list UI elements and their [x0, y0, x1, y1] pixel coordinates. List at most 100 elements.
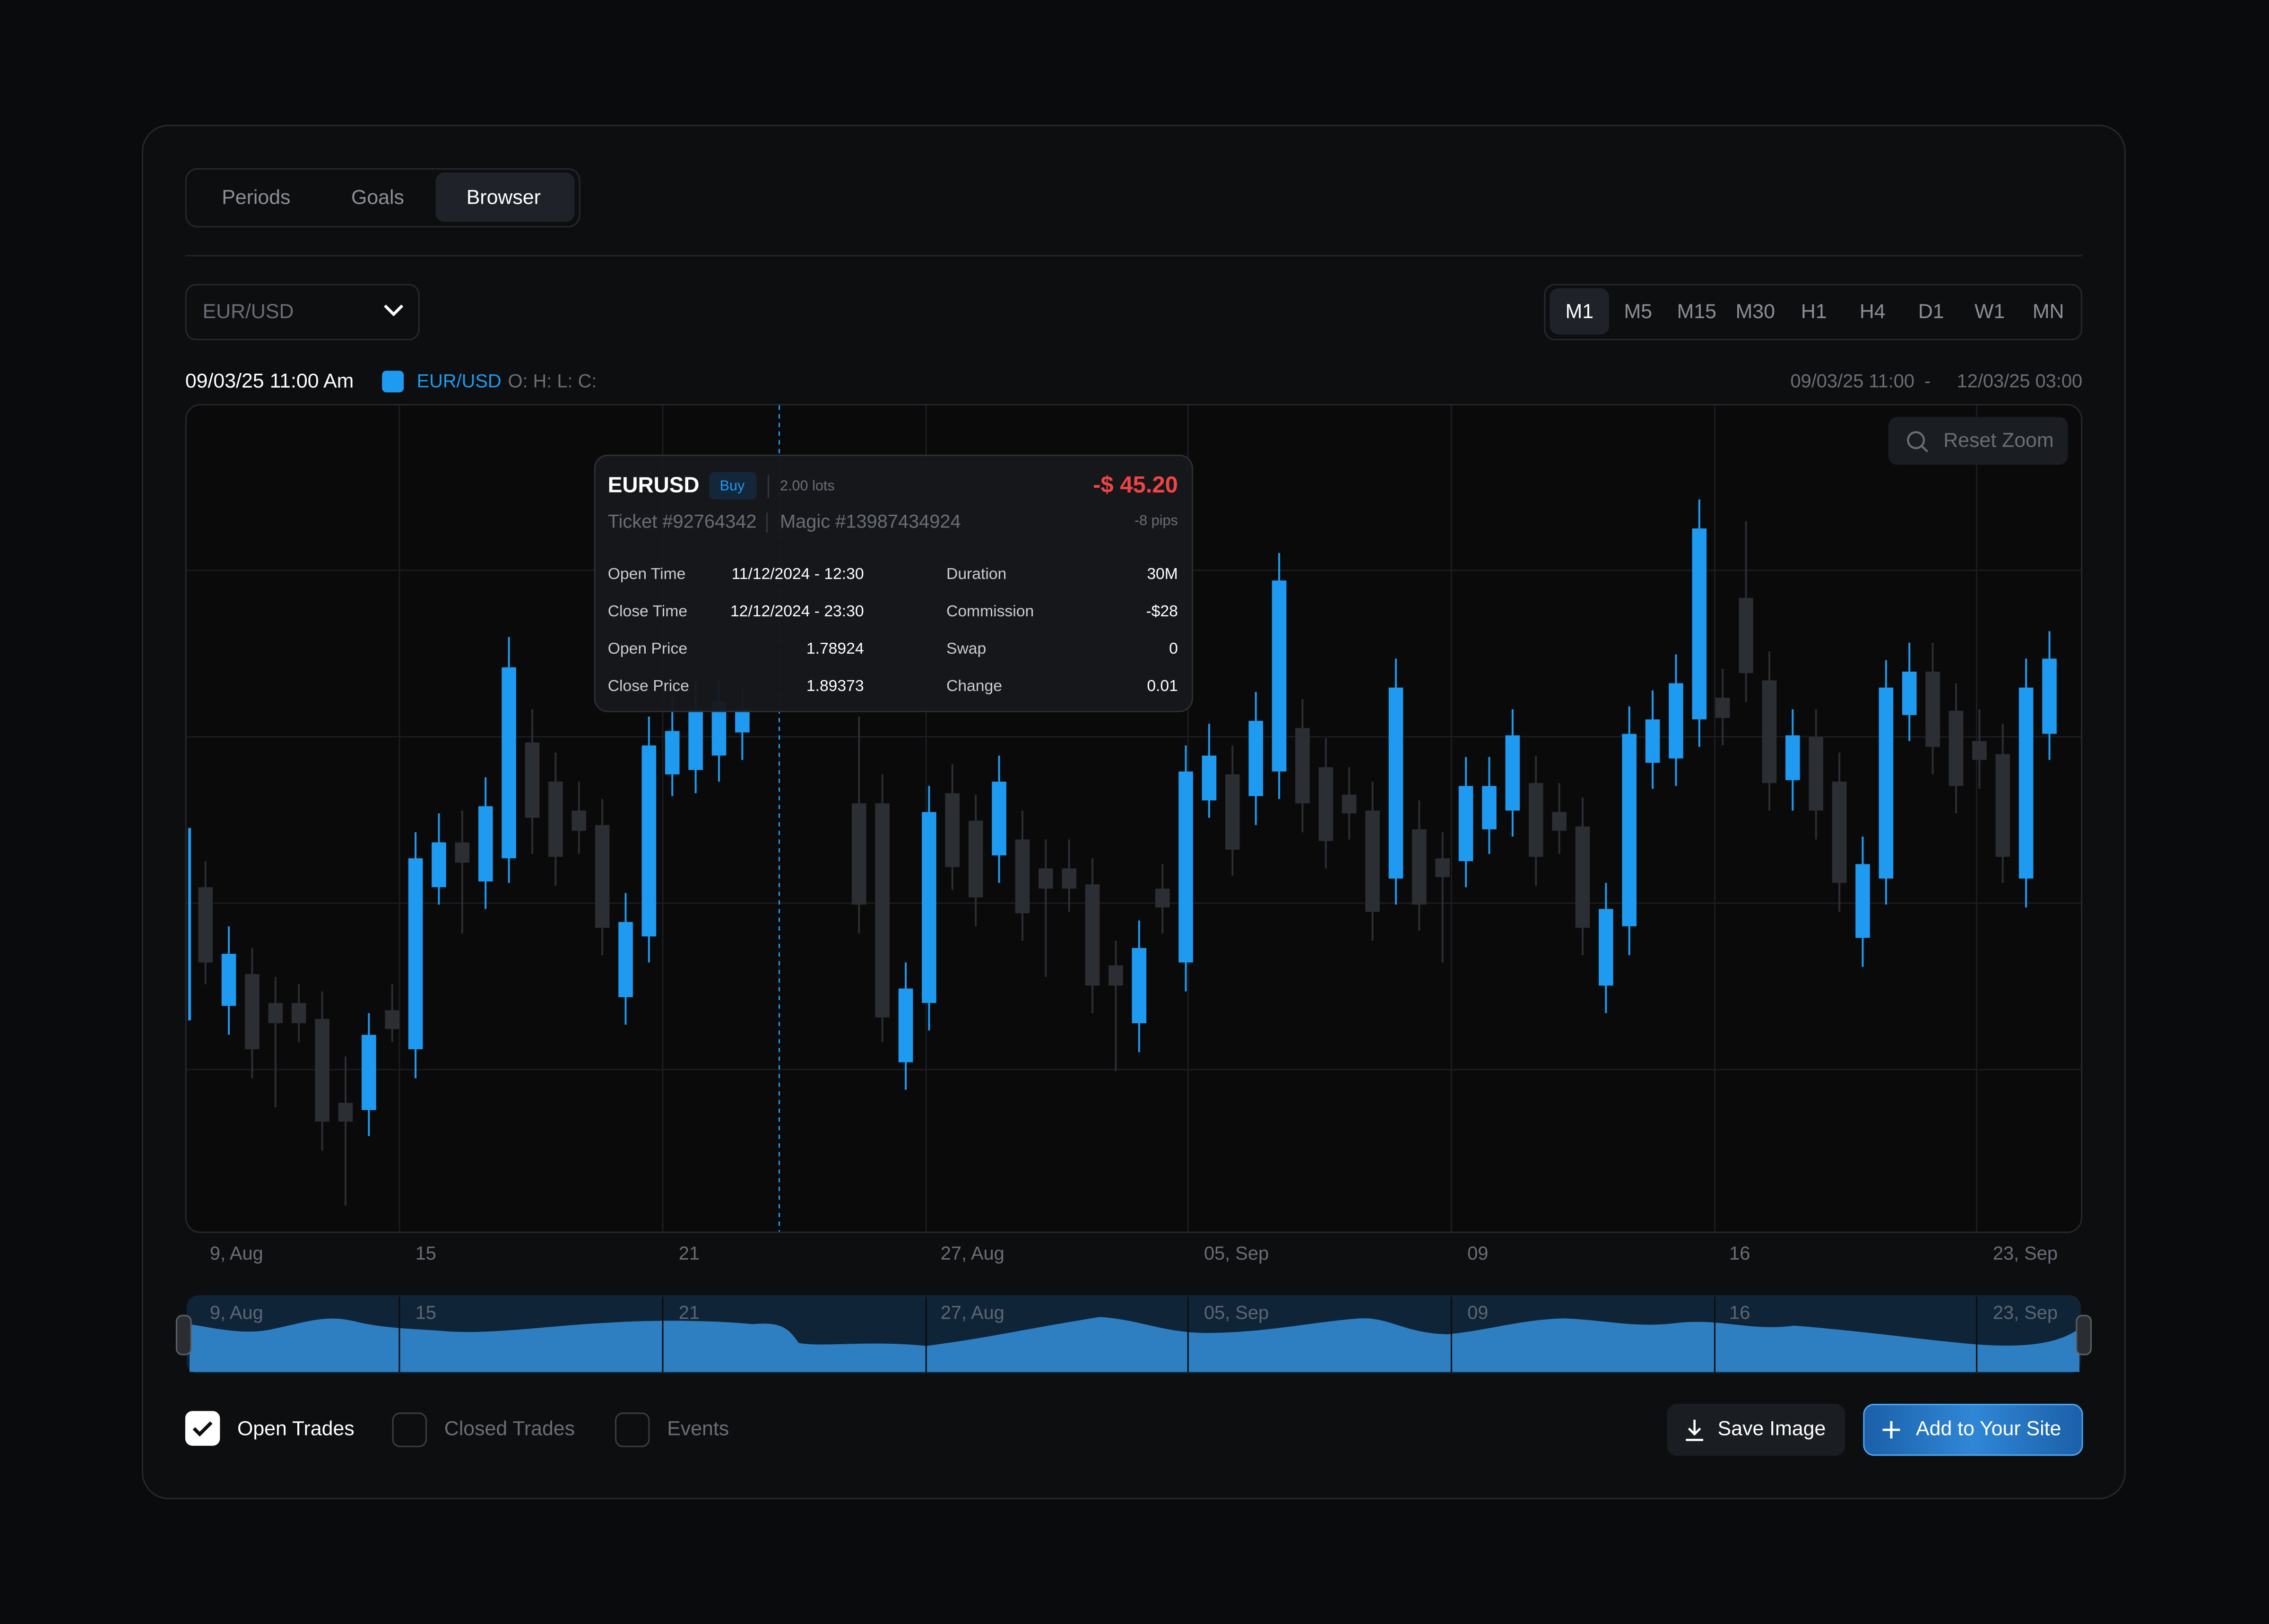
navigator-grid — [398, 1296, 1978, 1372]
navigator-handle[interactable] — [175, 1314, 192, 1356]
candle-body — [1855, 864, 1870, 938]
x-tick-label: 27, Aug — [941, 1243, 1005, 1264]
field-label: Close Price — [608, 677, 689, 695]
candle-body — [1225, 774, 1240, 850]
candle-body — [432, 842, 446, 888]
tooltip-pnl: -$ 45.20 — [1093, 472, 1178, 498]
timeframe[interactable]: H1 — [1801, 300, 1827, 323]
candle-body — [1879, 687, 1894, 879]
range-end: 12/03/25 03:00 — [1957, 371, 2082, 391]
candle-body — [1342, 795, 1357, 814]
candle-body — [1528, 783, 1543, 857]
timeframe[interactable]: H4 — [1860, 300, 1886, 323]
timeframe[interactable]: W1 — [1975, 300, 2005, 323]
candle-body — [1248, 721, 1263, 796]
candle-body — [1015, 839, 1030, 914]
tab[interactable]: Goals — [351, 186, 404, 208]
save-image-button[interactable] — [1667, 1404, 1845, 1456]
reset-zoom-button[interactable] — [1888, 417, 2068, 465]
timeframe[interactable]: M1 — [1566, 300, 1594, 323]
candle-body — [688, 709, 703, 770]
tooltip-side: Buy — [720, 477, 745, 493]
checkbox[interactable] — [392, 1412, 427, 1447]
legend-swatch — [382, 371, 404, 393]
x-tick-label: 16 — [1729, 1243, 1750, 1264]
filter-label: Open Trades — [237, 1417, 355, 1440]
candle-body — [1739, 597, 1753, 674]
candle-body — [992, 781, 1006, 855]
navigator-handle[interactable] — [2076, 1314, 2092, 1356]
legend-symbol: EUR/USD — [417, 371, 502, 391]
candle-body — [245, 974, 260, 1050]
candle-body — [1762, 680, 1777, 783]
tab[interactable]: Periods — [222, 186, 290, 208]
candle-body — [1552, 812, 1567, 831]
timeframe[interactable]: M15 — [1677, 300, 1716, 323]
button-label: Add to Your Site — [1916, 1417, 2061, 1440]
candle-body — [1109, 965, 1123, 986]
candle-body — [268, 1003, 283, 1023]
candle-body — [1202, 755, 1217, 801]
candle-body — [1412, 829, 1427, 905]
x-tick-label: 15 — [416, 1243, 436, 1264]
symbol-select[interactable] — [185, 284, 420, 341]
candle-body — [1622, 734, 1637, 926]
add-to-site-button[interactable] — [1863, 1404, 2083, 1456]
navigator-label: 9, Aug — [210, 1303, 263, 1323]
candle-body — [1038, 868, 1053, 889]
range-separator: - — [1924, 371, 1931, 391]
candle-body — [2042, 658, 2057, 734]
candle-body — [525, 743, 540, 818]
candle-body — [1318, 767, 1334, 841]
trade-tooltip — [594, 454, 1193, 712]
field-value: 0.01 — [1147, 677, 1178, 695]
candle-body — [1949, 710, 1964, 786]
candle-body — [641, 745, 657, 937]
field-label: Close Time — [608, 603, 687, 620]
candle-body — [291, 1003, 306, 1023]
candle-body — [1085, 884, 1100, 986]
field-label: Open Time — [608, 565, 686, 583]
tooltip-ticket: Ticket #92764342 — [608, 511, 757, 532]
checkbox-checked[interactable] — [185, 1411, 220, 1446]
x-tick-label: 05, Sep — [1204, 1243, 1269, 1264]
tab[interactable]: Browser — [467, 186, 541, 208]
candle-body — [875, 803, 890, 1018]
navigator-label: 15 — [416, 1303, 436, 1323]
timeframe[interactable]: MN — [2033, 300, 2064, 323]
timeframe[interactable]: M30 — [1736, 300, 1775, 323]
checkbox[interactable] — [615, 1412, 650, 1447]
candle-body — [1925, 672, 1940, 747]
field-label: Open Price — [608, 640, 687, 657]
navigator-label: 23, Sep — [1993, 1303, 2058, 1323]
field-value: 11/12/2024 - 12:30 — [731, 565, 864, 583]
timeframe[interactable]: D1 — [1918, 300, 1944, 323]
navigator-label: 27, Aug — [941, 1303, 1005, 1323]
timeframe[interactable]: M5 — [1624, 300, 1653, 323]
candle-body — [572, 810, 587, 831]
candle-body — [1295, 728, 1310, 803]
filter-label: Events — [667, 1417, 729, 1440]
navigator-label: 05, Sep — [1204, 1303, 1269, 1323]
candle-body — [2018, 687, 2034, 879]
tooltip-symbol: EURUSD — [608, 472, 700, 497]
button-label: Save Image — [1718, 1417, 1826, 1440]
candle-body — [1365, 810, 1380, 912]
reset-zoom-label: Reset Zoom — [1943, 429, 2053, 452]
candle-body — [1575, 826, 1590, 928]
timeframe-active — [1550, 288, 1610, 335]
tooltip-pips: -8 pips — [1134, 512, 1178, 528]
candle-body — [548, 781, 563, 857]
candle-body — [1715, 698, 1730, 718]
candle-body — [1809, 736, 1824, 811]
navigator-label: 21 — [679, 1303, 700, 1323]
candle-body — [1155, 889, 1170, 908]
check-icon — [192, 1421, 213, 1437]
candle-body — [1132, 948, 1147, 1023]
filter-label: Closed Trades — [444, 1417, 575, 1440]
field-label: Commission — [946, 603, 1034, 620]
chevron-icon — [384, 304, 404, 317]
select-value: EUR/USD — [203, 300, 294, 323]
x-tick-label: 21 — [679, 1243, 700, 1264]
